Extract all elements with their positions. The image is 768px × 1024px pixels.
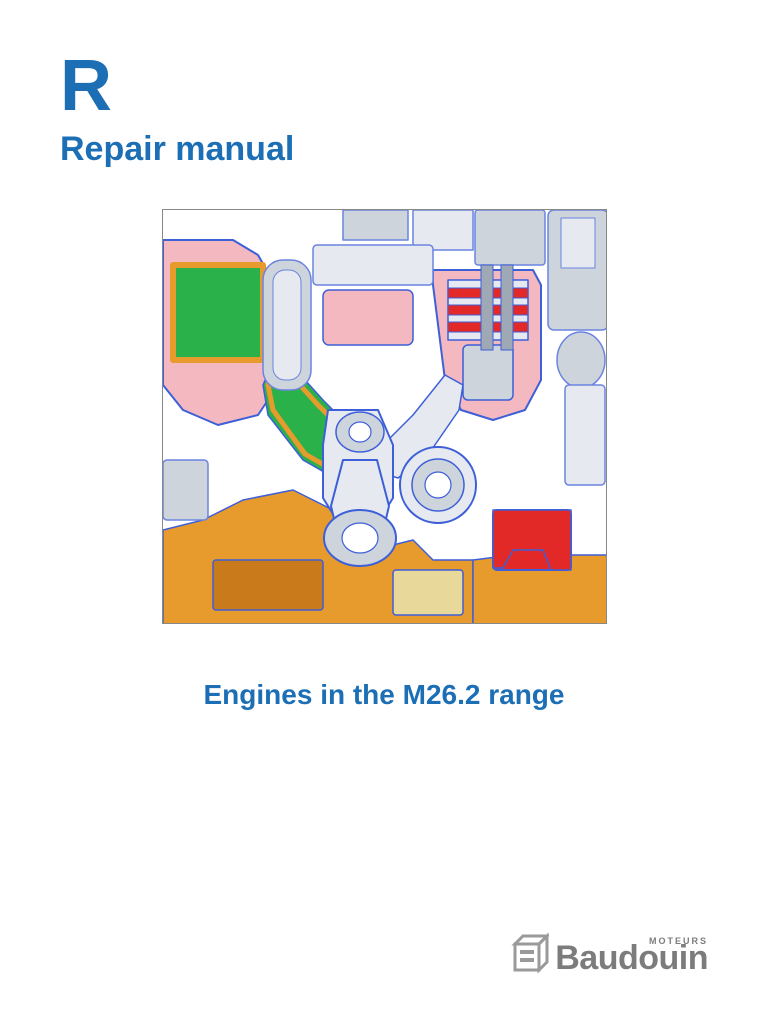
brand-logo-text: MOTEURS Baudouin xyxy=(555,937,708,974)
brand-logo-big: Baudouin xyxy=(555,943,708,974)
engine-diagram xyxy=(162,209,607,624)
document-subtitle: Engines in the M26.2 range xyxy=(60,679,708,711)
document-title: Repair manual xyxy=(60,130,708,169)
brand-logo: MOTEURS Baudouin xyxy=(507,932,708,974)
engine-diagram-svg xyxy=(163,210,607,624)
brand-logo-icon xyxy=(507,932,549,974)
document-code: R xyxy=(60,50,708,122)
